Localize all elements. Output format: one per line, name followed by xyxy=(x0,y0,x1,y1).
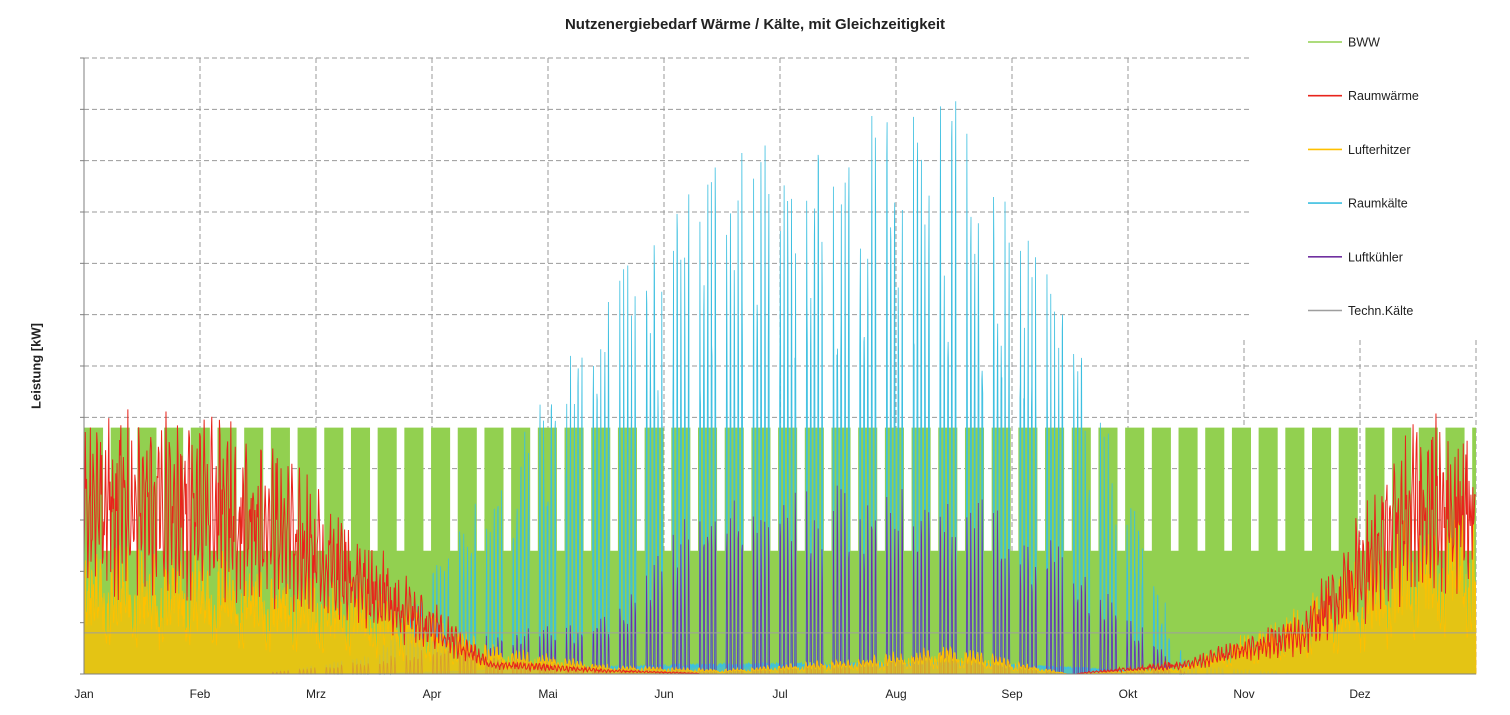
legend-label: Raumwärme xyxy=(1348,89,1419,103)
chart-legend: BWW Raumwärme Lufterhitzer Raumkälte Luftküh… xyxy=(1308,36,1419,318)
x-tick-label: Jul xyxy=(772,687,787,701)
chart-marks xyxy=(83,101,1477,676)
x-tick-label: Jan xyxy=(74,687,93,701)
legend-entry: Lufterhitzer xyxy=(1308,143,1411,157)
legend-entry: Raumkälte xyxy=(1308,197,1408,211)
legend-label: Techn.Kälte xyxy=(1348,304,1413,318)
legend-label: Lufterhitzer xyxy=(1348,143,1411,157)
x-tick-label: Mai xyxy=(538,687,557,701)
legend-entry: Techn.Kälte xyxy=(1308,304,1413,318)
chart-axes xyxy=(80,57,1476,675)
legend-entry: Raumwärme xyxy=(1308,89,1419,103)
x-tick-labels: Jan Feb Mrz Apr Mai Jun Jul Aug Sep Okt Nov Dez xyxy=(74,687,1370,701)
x-tick-label: Apr xyxy=(423,687,442,701)
x-tick-label: Feb xyxy=(190,687,211,701)
x-tick-label: Okt xyxy=(1119,687,1138,701)
legend-label: Luftkühler xyxy=(1348,250,1403,264)
legend-entry: BWW xyxy=(1308,36,1380,50)
chart-title: Nutzenergiebedarf Wärme / Kälte, mit Gle… xyxy=(564,16,946,33)
x-tick-label: Nov xyxy=(1233,687,1254,701)
legend-label: Raumkälte xyxy=(1348,197,1408,211)
x-tick-label: Dez xyxy=(1349,687,1370,701)
x-tick-label: Jun xyxy=(654,687,673,701)
legend-label: BWW xyxy=(1348,36,1380,50)
legend-entry: Luftkühler xyxy=(1308,250,1403,264)
x-tick-label: Mrz xyxy=(306,687,326,701)
x-tick-label: Sep xyxy=(1001,687,1023,701)
x-tick-label: Aug xyxy=(885,687,906,701)
